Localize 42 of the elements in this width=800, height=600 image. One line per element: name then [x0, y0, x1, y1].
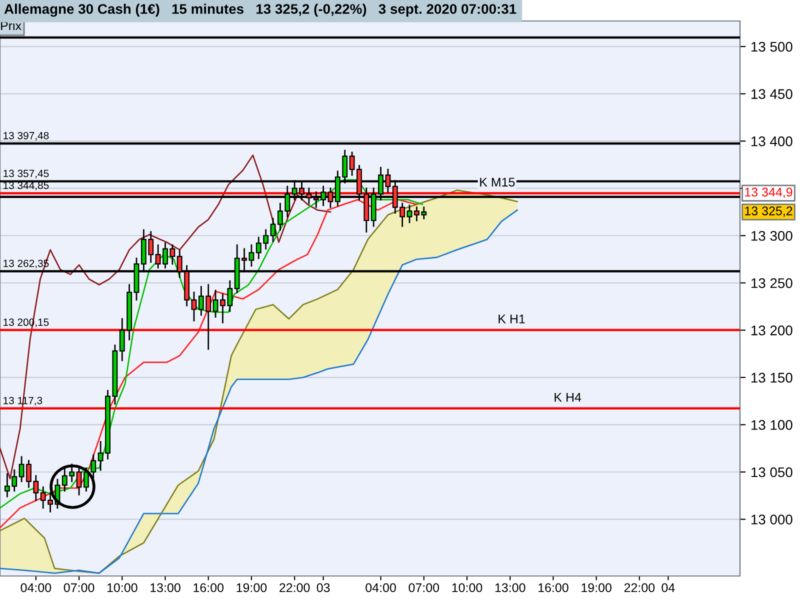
x-tick-label: 04:00	[366, 583, 396, 592]
text: 13 325,2	[745, 206, 792, 217]
candlestick	[270, 218, 276, 242]
x-tick-label: 13:00	[150, 583, 180, 592]
ref-line-label: 13 397,48	[4, 132, 49, 141]
x-tick-label: 04	[662, 583, 675, 592]
y-tick-label: 13 300	[751, 230, 792, 241]
x-tick-label: 16:00	[194, 583, 224, 592]
candlestick	[349, 152, 355, 176]
y-tick-label: 13 250	[751, 278, 792, 288]
x-tick-label: 22:00	[280, 583, 310, 592]
x-tick-label: 04:00	[20, 583, 52, 592]
chart-title: Allemagne 30 Cash (1€) 15 minutes 13 325,2 (-0,22%) 3 sept. 2020 07:00:31	[4, 4, 516, 17]
x-tick-label: 19:00	[236, 583, 267, 592]
y-tick-label: 13 000	[751, 514, 792, 524]
y-tick-label: 13 100	[751, 420, 792, 430]
line-series	[0, 154, 332, 480]
x-tick-label: 10:00	[107, 583, 138, 592]
y-tick-label: 13 150	[751, 372, 792, 383]
x-tick-label: 03	[316, 583, 330, 592]
annotation: 13 344,9	[745, 188, 792, 198]
x-tick-label: 22:00	[624, 583, 655, 592]
x-tick-label: 07:00	[64, 583, 94, 592]
x-tick-label: 13:00	[495, 583, 526, 592]
x-tick-label: 19:00	[582, 583, 612, 592]
x-tick-label: 07:00	[408, 583, 440, 592]
ref-line-label: 13 344,85	[4, 182, 49, 190]
x-tick-label: 10:00	[452, 583, 482, 592]
candlestick	[212, 290, 218, 318]
ref-line-label: 13 357,45	[4, 170, 49, 178]
annotation: K H4	[554, 393, 582, 402]
candlestick	[406, 204, 412, 224]
annotation: K M15	[480, 178, 515, 187]
y-tick-label: 13 400	[751, 136, 792, 146]
y-tick-label: 13 450	[751, 89, 792, 99]
candlestick	[84, 468, 89, 492]
y-tick-label: 13 500	[751, 42, 792, 52]
y-tick-label: 13 050	[751, 467, 792, 478]
candlestick	[191, 292, 197, 322]
y-tick-label: 13 200	[751, 326, 792, 336]
x-tick-label: 16:00	[538, 583, 568, 592]
annotation: K H1	[498, 314, 525, 324]
